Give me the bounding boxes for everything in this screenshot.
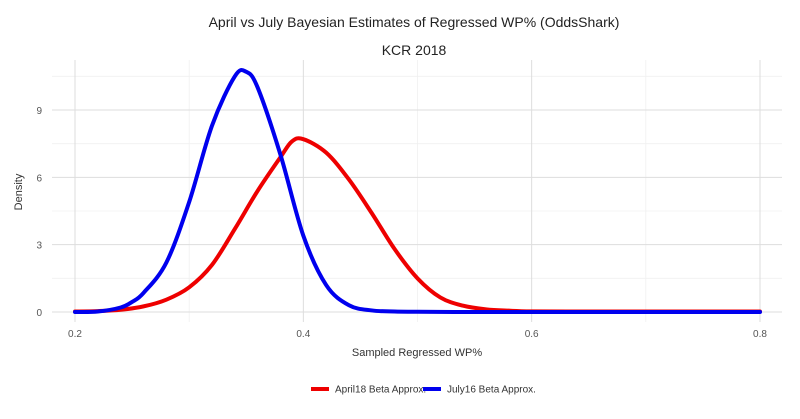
- legend-label-april18: April18 Beta Approx.: [335, 385, 426, 396]
- legend: April18 Beta Approx. July16 Beta Approx.: [311, 385, 536, 396]
- tick-labels: 0.2 0.4 0.6 0.8 0 3 6 9: [36, 106, 767, 340]
- legend-label-july16: July16 Beta Approx.: [447, 385, 536, 396]
- grid: [52, 60, 782, 322]
- y-tick-label: 6: [36, 173, 42, 184]
- x-tick-label: 0.2: [68, 329, 82, 340]
- x-tick-label: 0.4: [296, 329, 310, 340]
- series-lines: [73, 68, 762, 315]
- chart-title: April vs July Bayesian Estimates of Regr…: [209, 14, 620, 30]
- y-tick-label: 0: [36, 308, 42, 319]
- chart-subtitle: KCR 2018: [382, 42, 447, 58]
- x-axis-label: Sampled Regressed WP%: [352, 347, 482, 359]
- y-tick-label: 3: [36, 241, 42, 252]
- x-tick-label: 0.8: [753, 329, 767, 340]
- y-axis-label: Density: [13, 173, 25, 210]
- series-line-july16: [73, 68, 762, 315]
- y-tick-label: 9: [36, 106, 42, 117]
- x-tick-label: 0.6: [525, 329, 539, 340]
